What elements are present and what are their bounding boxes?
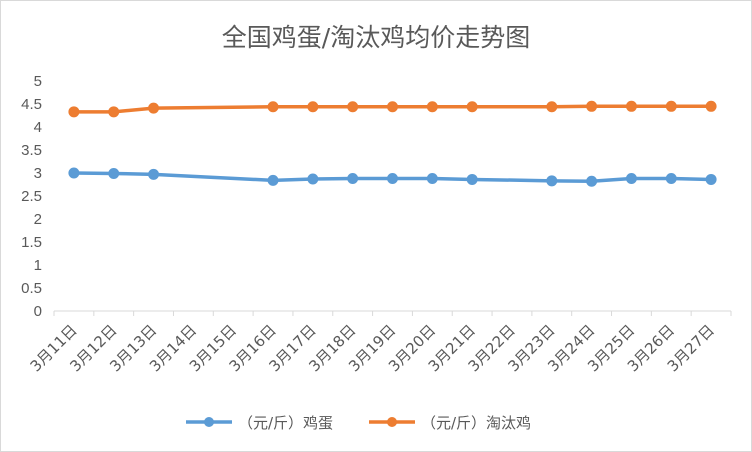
data-point — [546, 101, 558, 113]
data-point — [466, 101, 478, 113]
legend-label: （元/斤）鸡蛋 — [238, 414, 333, 432]
data-point — [267, 174, 279, 186]
data-point — [347, 101, 359, 113]
axes — [53, 310, 732, 316]
data-point — [347, 173, 359, 185]
x-axis-ticks: 3月11日3月12日3月13日3月14日3月15日3月16日3月17日3月18日… — [27, 321, 718, 375]
data-point — [665, 100, 677, 112]
y-tick-label: 4.5 — [21, 96, 42, 113]
data-point — [387, 173, 398, 185]
legend: （元/斤）鸡蛋 （元/斤）淘汰鸡 — [186, 414, 531, 432]
data-point — [705, 100, 717, 112]
legend-marker — [204, 417, 214, 427]
data-point — [267, 101, 279, 113]
data-point — [387, 101, 398, 113]
y-tick-label: 1 — [34, 257, 42, 274]
data-point — [307, 173, 319, 185]
data-point — [148, 102, 160, 114]
data-point — [586, 175, 598, 187]
data-point — [705, 173, 717, 185]
data-point — [108, 106, 120, 118]
series-line-0 — [73, 171, 712, 184]
y-tick-label: 0 — [34, 303, 42, 320]
legend-marker — [387, 417, 397, 427]
legend-label: （元/斤）淘汰鸡 — [421, 414, 531, 432]
data-point — [68, 167, 80, 179]
data-point — [108, 167, 120, 179]
data-point — [426, 101, 438, 113]
y-tick-label: 1.5 — [21, 234, 42, 251]
data-point — [665, 173, 677, 185]
y-tick-label: 2.5 — [21, 188, 42, 205]
data-point — [625, 173, 637, 185]
data-point — [625, 100, 637, 112]
data-point — [148, 168, 160, 180]
y-tick-label: 0.5 — [21, 280, 42, 297]
data-point — [466, 173, 478, 185]
data-point — [546, 175, 558, 187]
series-group — [68, 100, 717, 187]
y-tick-label: 5 — [34, 73, 42, 90]
y-axis-ticks: 0 0.5 1 1.5 2 2.5 3 3.5 4 4.5 5 — [21, 73, 42, 320]
y-tick-label: 3 — [34, 165, 42, 182]
data-point — [68, 106, 80, 118]
y-tick-label: 3.5 — [21, 142, 42, 159]
series-line-1 — [73, 104, 712, 114]
y-tick-label: 4 — [34, 119, 42, 136]
data-point — [586, 100, 598, 112]
chart-title: 全国鸡蛋/淘汰鸡均价走势图 — [222, 23, 530, 52]
data-point — [307, 101, 319, 113]
data-point — [426, 173, 438, 185]
y-tick-label: 2 — [34, 211, 42, 228]
